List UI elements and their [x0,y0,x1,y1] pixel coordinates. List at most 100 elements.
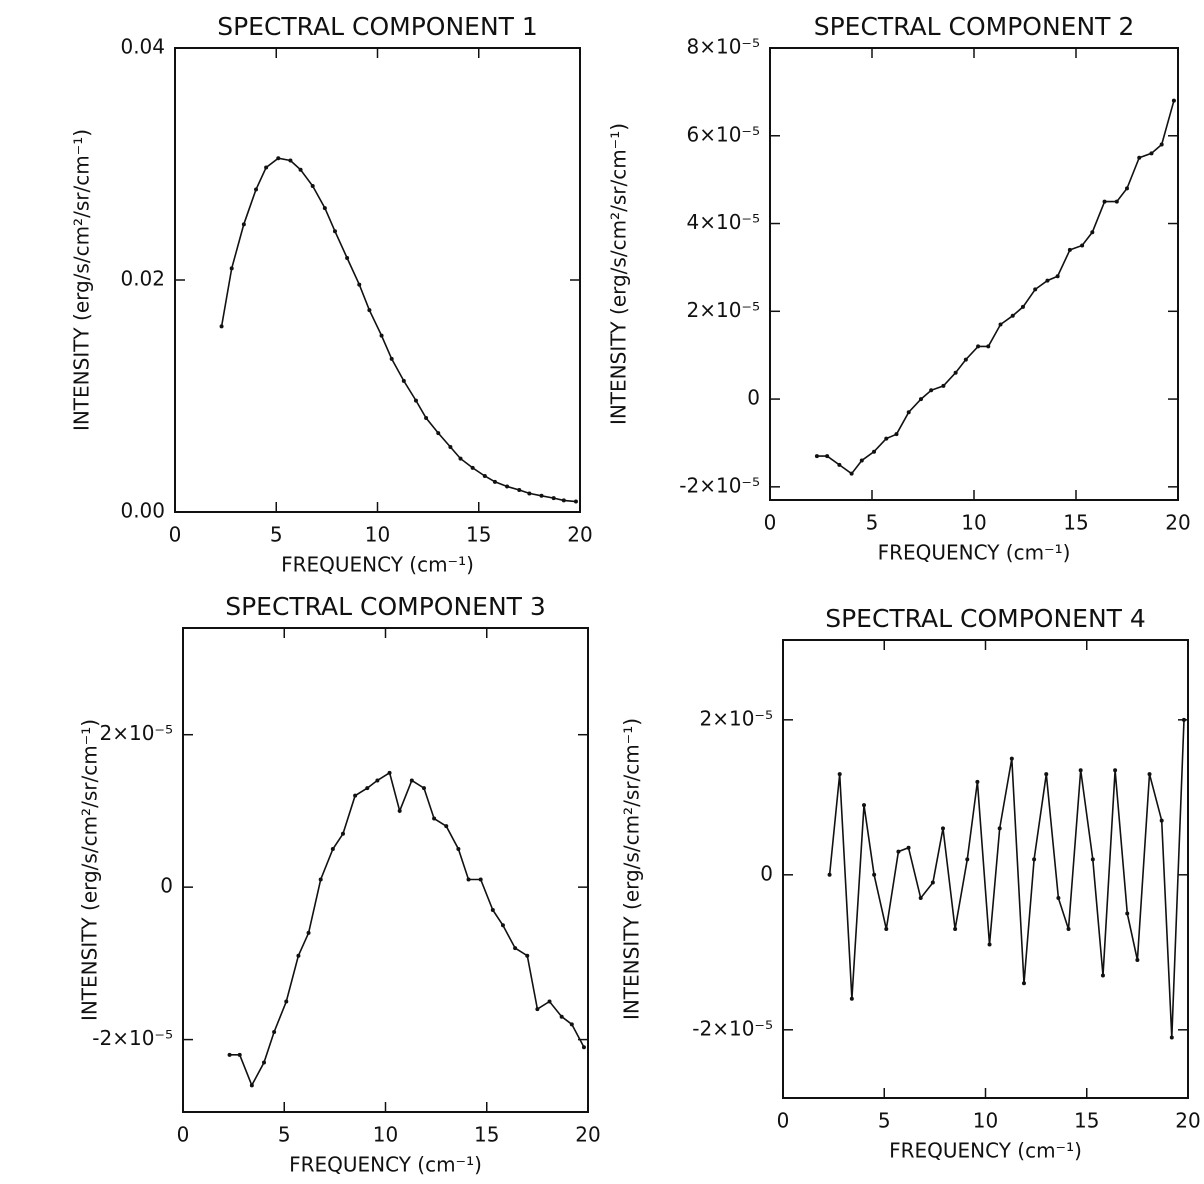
data-point [1159,142,1164,147]
data-point [272,1029,277,1034]
data-point [482,474,487,479]
data-point [1171,98,1176,103]
data-point [229,266,234,271]
data-point [1067,247,1072,252]
x-axis-label: FREQUENCY (cm⁻¹) [289,1153,482,1177]
data-point [573,499,578,504]
data-point [1114,199,1119,204]
data-point [551,496,556,501]
data-point [296,953,301,958]
data-point [387,770,392,775]
data-point [930,880,935,885]
data-point [310,184,315,189]
data-point [940,826,945,831]
spectrum-line [220,157,577,503]
data-point [884,927,889,932]
x-tick-label: 20 [1175,1109,1200,1133]
plot-frame [769,47,1179,501]
data-point [375,778,380,783]
y-tick-label: -2×10⁻⁵ [92,1026,173,1050]
data-point [219,324,224,329]
x-axis-label: FREQUENCY (cm⁻¹) [889,1139,1082,1163]
data-point [894,432,899,437]
data-point [872,872,877,877]
y-axis-label: INTENSITY (erg/s/cm²/sr/cm⁻¹) [620,718,644,1020]
x-tick-label: 10 [373,1123,398,1147]
data-point [825,454,830,459]
x-tick-label: 15 [474,1123,499,1147]
y-tick-label: 8×10⁻⁵ [686,35,760,59]
data-point [470,465,475,470]
data-point [1147,772,1152,777]
y-tick-label: 2×10⁻⁵ [699,706,773,730]
data-point [478,877,483,882]
y-tick-label: 0 [160,874,173,898]
y-tick-label: 0.02 [120,267,165,291]
x-tick-label: 15 [466,523,491,547]
data-point [288,158,293,163]
data-point [906,845,911,850]
data-point [237,1052,242,1057]
plot-frame [182,627,589,1113]
x-tick-label: 5 [270,523,283,547]
y-tick-label: 2×10⁻⁵ [99,721,173,745]
data-point [1066,927,1071,932]
x-tick-label: 20 [575,1123,600,1147]
x-tick-label: 5 [866,511,879,535]
y-tick-label: 0 [760,861,773,885]
data-point [987,942,992,947]
data-point [365,786,370,791]
data-point [345,255,350,260]
panel: SPECTRAL COMPONENT 3 FREQUENCY (cm⁻¹) INTE… [78,592,601,1177]
data-point [444,824,449,829]
x-tick-label: 10 [973,1109,998,1133]
data-point [1080,243,1085,248]
data-point [421,786,426,791]
data-point [918,896,923,901]
data-point [318,877,323,882]
data-point [965,857,970,862]
data-point [456,847,461,852]
data-point [490,908,495,913]
data-point [492,479,497,484]
data-point [458,456,463,461]
data-point [330,847,335,852]
x-tick-label: 15 [1074,1109,1099,1133]
y-tick-label: 4×10⁻⁵ [686,210,760,234]
panel-title: SPECTRAL COMPONENT 2 [814,12,1135,41]
y-axis-label: INTENSITY (erg/s/cm²/sr/cm⁻¹) [78,719,102,1021]
data-point [1055,274,1060,279]
data-point [547,999,552,1004]
data-point [389,356,394,361]
data-point [353,793,358,798]
spectrum-line [229,771,585,1088]
x-tick-label: 0 [169,523,182,547]
data-point [1009,756,1014,761]
data-point [500,923,505,928]
data-point [527,491,532,496]
x-axis-label: FREQUENCY (cm⁻¹) [878,541,1071,565]
x-tick-label: 0 [764,511,777,535]
data-point [432,816,437,821]
y-tick-label: -2×10⁻⁵ [692,1016,773,1040]
y-tick-label: 6×10⁻⁵ [686,122,760,146]
data-point [1090,230,1095,235]
data-point [941,383,946,388]
x-tick-label: 15 [1063,511,1088,535]
data-point [424,416,429,421]
data-point [340,831,345,836]
data-point [367,308,372,313]
data-point [466,877,471,882]
data-point [1078,768,1083,773]
plot-frame [174,47,581,513]
x-tick-label: 0 [777,1109,790,1133]
data-point [1044,772,1049,777]
data-point [975,779,980,784]
x-tick-label: 10 [365,523,390,547]
data-point [397,808,402,813]
data-point [298,167,303,172]
data-point [284,999,289,1004]
data-point [997,826,1002,831]
data-point [1135,958,1140,963]
